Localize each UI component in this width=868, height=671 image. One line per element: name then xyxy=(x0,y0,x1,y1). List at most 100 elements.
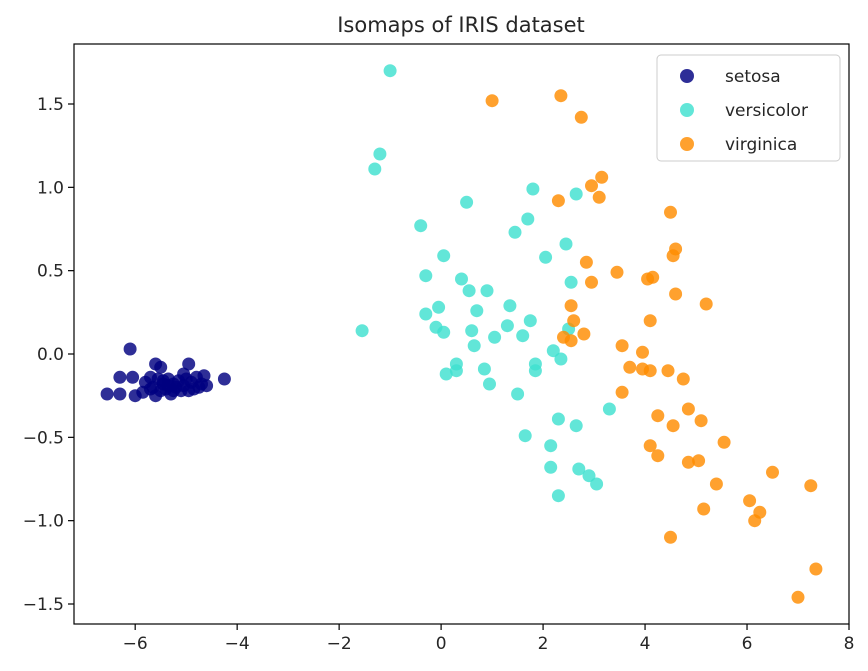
data-point-virginica-1 xyxy=(554,89,568,103)
data-point-versicolor-6 xyxy=(419,307,433,321)
data-point-versicolor-13 xyxy=(449,357,463,371)
data-point-virginica-38 xyxy=(717,435,731,449)
data-point-virginica-27 xyxy=(661,364,675,378)
data-point-versicolor-23 xyxy=(488,330,502,344)
data-point-setosa-38 xyxy=(146,380,160,394)
y-axis-ticks: −1.5 −1.0 −0.5 0.0 0.5 1.0 1.5 xyxy=(23,95,74,615)
data-point-versicolor-4 xyxy=(414,219,428,233)
data-point-versicolor-42 xyxy=(559,237,573,251)
data-point-virginica-13 xyxy=(585,275,598,289)
data-point-versicolor-35 xyxy=(539,250,553,264)
data-point-versicolor-18 xyxy=(467,339,481,353)
data-point-versicolor-27 xyxy=(511,387,525,401)
data-point-virginica-32 xyxy=(681,402,695,416)
data-point-versicolor-26 xyxy=(508,225,522,239)
data-point-setosa-39 xyxy=(156,374,170,388)
chart-title: Isomaps of IRIS dataset xyxy=(337,13,585,37)
data-point-virginica-2 xyxy=(574,110,588,124)
y-tick-label: 0.5 xyxy=(37,262,64,282)
legend-marker-virginica xyxy=(680,137,694,151)
data-point-virginica-0 xyxy=(485,94,499,108)
data-point-versicolor-1 xyxy=(373,147,387,161)
data-point-versicolor-47 xyxy=(572,462,586,476)
y-tick-label: 1.5 xyxy=(37,95,64,115)
data-point-virginica-36 xyxy=(681,455,695,469)
data-point-versicolor-39 xyxy=(551,412,565,426)
x-axis-ticks: −6 −4 −2 0 2 4 6 8 xyxy=(123,624,854,654)
data-point-virginica-40 xyxy=(709,477,723,491)
data-point-versicolor-49 xyxy=(590,477,604,491)
data-point-versicolor-14 xyxy=(455,272,468,286)
data-point-virginica-16 xyxy=(564,299,578,313)
data-point-versicolor-48 xyxy=(582,469,596,483)
data-point-versicolor-46 xyxy=(569,419,583,433)
data-point-versicolor-41 xyxy=(554,352,568,366)
x-tick-label: 4 xyxy=(640,634,651,654)
legend-box xyxy=(656,54,841,162)
data-point-virginica-24 xyxy=(623,360,637,374)
data-point-virginica-39 xyxy=(766,465,779,479)
data-point-versicolor-17 xyxy=(465,324,479,338)
y-tick-label: 0.0 xyxy=(37,345,64,365)
y-tick-label: −0.5 xyxy=(23,428,64,448)
data-point-versicolor-22 xyxy=(483,377,496,391)
data-point-versicolor-8 xyxy=(432,300,446,314)
data-point-versicolor-29 xyxy=(518,429,532,443)
legend-marker-setosa xyxy=(680,69,694,83)
data-point-virginica-31 xyxy=(666,419,680,433)
data-point-versicolor-37 xyxy=(544,460,558,474)
data-point-virginica-17 xyxy=(567,314,581,328)
data-point-versicolor-45 xyxy=(569,187,583,201)
data-point-virginica-47 xyxy=(809,562,823,576)
data-point-versicolor-40 xyxy=(551,489,565,503)
data-point-virginica-9 xyxy=(579,255,593,269)
data-point-virginica-46 xyxy=(664,530,677,544)
x-tick-label: 6 xyxy=(742,634,753,654)
y-tick-label: 1.0 xyxy=(37,178,64,198)
data-point-versicolor-9 xyxy=(437,249,451,263)
data-point-setosa-36 xyxy=(177,367,191,381)
data-point-virginica-26 xyxy=(643,364,657,378)
data-point-virginica-33 xyxy=(694,414,708,428)
data-point-versicolor-21 xyxy=(480,284,494,298)
data-point-virginica-23 xyxy=(636,345,649,359)
data-point-setosa-3 xyxy=(113,387,127,401)
x-tick-label: 0 xyxy=(436,634,447,654)
data-point-virginica-43 xyxy=(697,502,711,516)
data-point-virginica-10 xyxy=(610,265,624,279)
data-point-versicolor-3 xyxy=(355,324,369,338)
x-tick-label: −4 xyxy=(225,634,250,654)
data-point-versicolor-34 xyxy=(528,364,542,378)
data-point-setosa-4 xyxy=(126,370,140,384)
data-points-layer xyxy=(100,64,823,604)
data-point-virginica-7 xyxy=(664,205,677,219)
data-point-setosa-33 xyxy=(217,372,231,386)
x-tick-label: −6 xyxy=(123,634,148,654)
data-point-virginica-20 xyxy=(564,334,578,348)
legend-marker-versicolor xyxy=(680,103,694,117)
data-point-setosa-32 xyxy=(200,379,214,393)
data-point-setosa-25 xyxy=(182,357,196,371)
data-point-versicolor-5 xyxy=(419,269,433,283)
data-point-versicolor-31 xyxy=(523,314,537,328)
data-point-versicolor-10 xyxy=(437,325,451,339)
plot-area-frame xyxy=(73,43,850,625)
data-point-virginica-48 xyxy=(791,590,805,604)
data-point-versicolor-36 xyxy=(544,439,558,453)
data-point-virginica-35 xyxy=(651,449,665,463)
data-point-versicolor-32 xyxy=(526,182,540,196)
data-point-setosa-0 xyxy=(123,342,137,356)
data-point-versicolor-0 xyxy=(383,64,397,78)
data-point-virginica-42 xyxy=(804,479,818,493)
data-point-virginica-14 xyxy=(669,287,683,301)
data-point-virginica-45 xyxy=(748,514,762,528)
data-point-versicolor-15 xyxy=(460,195,474,209)
data-point-virginica-4 xyxy=(585,179,598,193)
data-point-virginica-41 xyxy=(743,494,757,508)
data-point-setosa-37 xyxy=(166,384,180,398)
data-point-virginica-28 xyxy=(676,372,690,386)
data-point-versicolor-38 xyxy=(546,344,560,358)
data-point-setosa-1 xyxy=(100,387,114,401)
data-point-setosa-2 xyxy=(113,370,127,384)
